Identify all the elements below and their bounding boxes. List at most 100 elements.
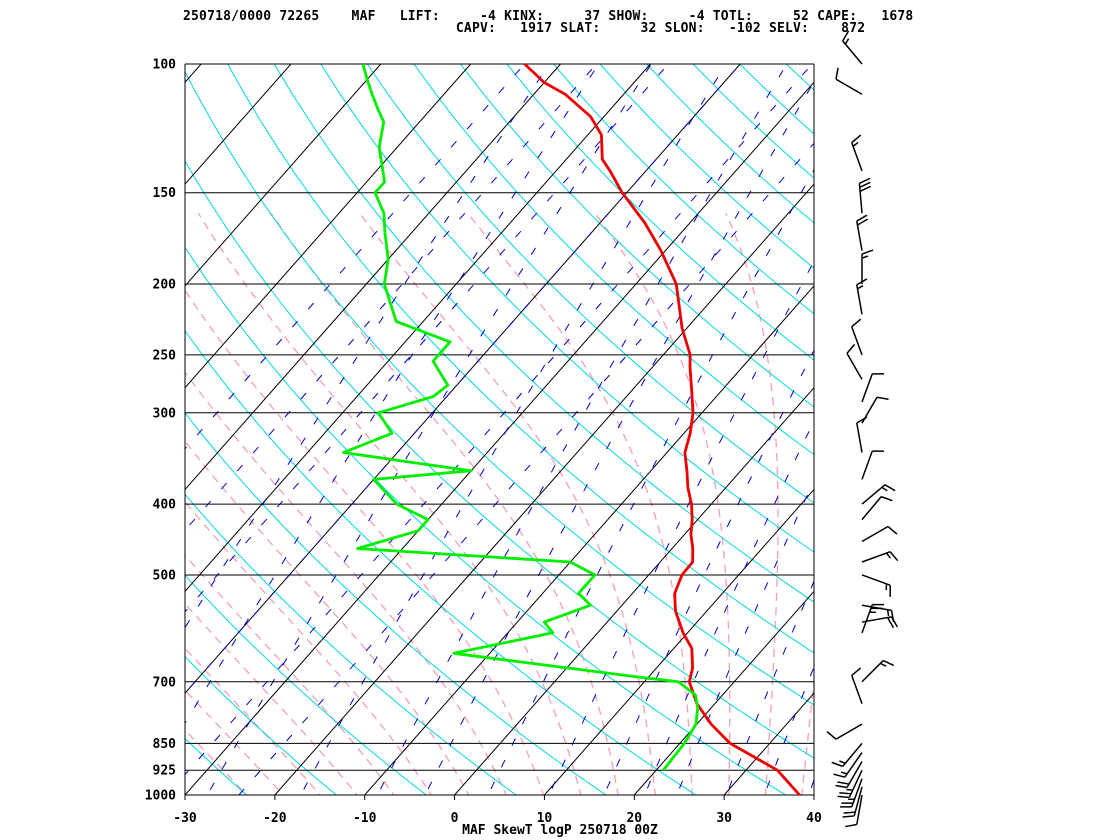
mixing-ratio-line xyxy=(238,142,814,795)
dry-adiabat-line xyxy=(552,64,814,315)
wind-barb-flag xyxy=(846,343,856,354)
wind-barb xyxy=(846,343,863,380)
wind-barb-flag xyxy=(876,396,889,400)
wind-barb xyxy=(851,134,863,172)
wind-barb xyxy=(861,249,874,285)
pressure-tick-label: 500 xyxy=(153,568,177,583)
pressure-tick-label: 1000 xyxy=(145,789,176,804)
isotherm-line xyxy=(454,386,814,795)
wind-barb-staff xyxy=(861,660,884,683)
wind-barb xyxy=(861,604,895,623)
wind-barb-flag xyxy=(842,30,850,42)
wind-barbs xyxy=(826,30,899,828)
wind-barb-staff xyxy=(861,396,878,424)
wind-barb-flag xyxy=(843,811,856,814)
isotherm-line xyxy=(274,183,814,795)
mixing-ratio-lines xyxy=(185,64,814,795)
wind-barb-staff xyxy=(851,326,863,356)
wind-barb xyxy=(845,794,863,828)
mixing-ratio-line xyxy=(808,778,814,795)
isotherm-line xyxy=(813,794,814,795)
header-stats-line-2: CAPV: 1917 SLAT: 32 SLON: -102 SELV: 872 xyxy=(183,21,866,36)
isotherm-line xyxy=(364,285,814,795)
wind-barb xyxy=(861,659,895,683)
wind-barb-flag xyxy=(851,318,862,328)
dry-adiabat-line xyxy=(599,64,814,269)
mixing-ratio-line xyxy=(185,64,597,532)
wind-barb xyxy=(858,177,872,214)
wind-barb-half-flag xyxy=(840,771,848,775)
temperature-tick-labels: -30 -20 -10 0 10 20 30 40 xyxy=(173,795,822,826)
wind-barb-staff xyxy=(853,786,863,817)
moist-adiabat-line xyxy=(594,212,731,795)
dry-adiabat-line xyxy=(185,655,338,795)
wind-barb-staff xyxy=(861,604,873,634)
pressure-tick-label: 100 xyxy=(153,58,177,73)
moist-adiabat-line xyxy=(801,676,814,795)
wind-barb-staff xyxy=(861,525,889,543)
pressure-tick-labels: 100 150 200 250 300 400 500 700 850 925 1000 xyxy=(145,58,176,804)
pressure-tick-label: 250 xyxy=(153,348,177,363)
temperature-tick-label: 30 xyxy=(716,811,732,826)
wind-barb-staff xyxy=(861,450,873,480)
wind-barb-staff xyxy=(835,78,863,95)
wind-barb-staff xyxy=(861,373,873,403)
moist-adiabat-line xyxy=(185,440,470,795)
isotherm-line xyxy=(185,64,292,185)
wind-barb-flag xyxy=(845,823,857,828)
wind-barb-staff xyxy=(861,616,892,623)
isotherm-line xyxy=(185,64,472,389)
mixing-ratio-line xyxy=(185,64,525,450)
wind-barb-half-flag xyxy=(846,788,853,791)
isobars xyxy=(184,63,815,796)
dry-adiabat-line xyxy=(366,64,814,504)
moist-adiabat-line xyxy=(185,602,358,795)
wind-barb-flag xyxy=(882,659,895,667)
dry-adiabat-line xyxy=(185,493,517,795)
wind-barb xyxy=(861,484,896,505)
wind-barb-flag xyxy=(887,525,898,535)
wind-barb-staff xyxy=(861,604,892,612)
mixing-ratio-line xyxy=(185,64,669,613)
wind-barb-staff xyxy=(856,284,863,315)
wind-barb-staff xyxy=(842,40,863,65)
wind-barb-staff xyxy=(846,761,863,788)
dry-adiabat-line xyxy=(0,31,173,811)
dry-adiabat-line xyxy=(320,64,814,553)
mixing-ratio-line xyxy=(763,665,814,795)
temperature-tick-label: -10 xyxy=(353,811,377,826)
wind-barb-half-flag xyxy=(886,609,890,617)
wind-barb-flag xyxy=(859,185,872,192)
wind-barb xyxy=(856,214,868,251)
wind-barb-staff xyxy=(851,142,863,172)
mixing-ratio-line xyxy=(603,349,814,795)
wind-barb-half-flag xyxy=(857,285,864,290)
pressure-tick-label: 200 xyxy=(153,278,177,293)
wind-barb-flag xyxy=(859,181,871,188)
isotherm-line xyxy=(185,64,651,593)
wind-barb-flag xyxy=(831,761,843,768)
isotherm-line xyxy=(185,64,382,287)
dry-adiabat-line xyxy=(785,64,814,91)
mixing-ratio-line xyxy=(185,64,741,694)
wind-barb-flag xyxy=(859,177,871,185)
wind-barb xyxy=(851,667,863,704)
mixing-ratio-line xyxy=(725,579,814,795)
wind-barb-flag xyxy=(857,218,868,226)
wind-barb-half-flag xyxy=(839,760,846,765)
wind-barb xyxy=(861,574,891,597)
wind-barb xyxy=(861,495,893,521)
dry-adiabat-line xyxy=(843,31,1120,811)
wind-barb-flag xyxy=(861,249,874,255)
isotherm-line xyxy=(633,590,814,795)
wind-barb-flag xyxy=(884,484,896,492)
isotherm-line xyxy=(544,488,814,795)
pressure-tick-label: 925 xyxy=(153,764,176,779)
sounding-traces xyxy=(342,64,801,795)
pressure-tick-label: 400 xyxy=(153,498,177,513)
wind-barb-flag xyxy=(835,67,839,80)
dry-adiabat-line xyxy=(888,31,1120,811)
moist-adiabat-line xyxy=(270,212,619,795)
wind-barb-staff xyxy=(842,742,863,767)
